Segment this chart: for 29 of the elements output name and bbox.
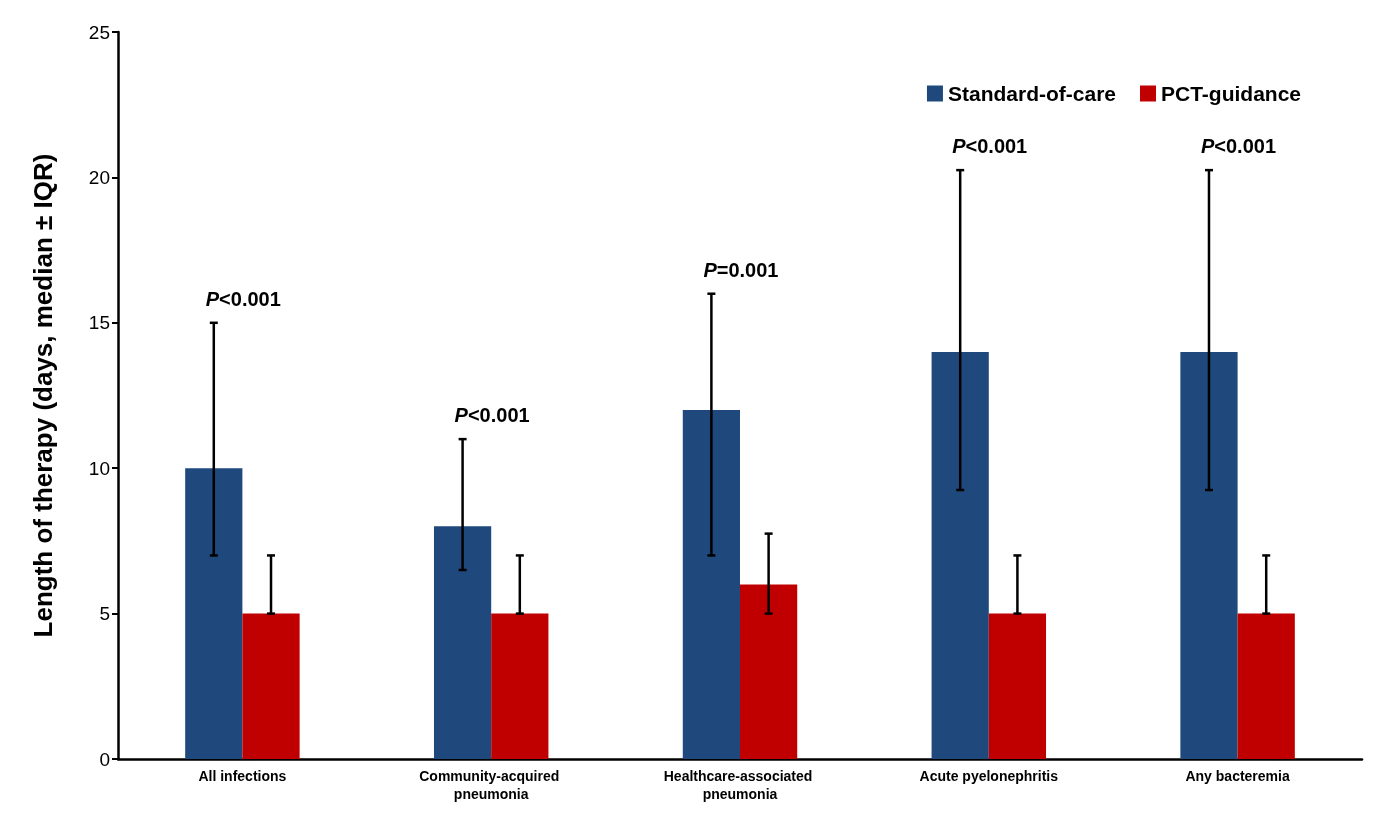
- x-tick-label: Any bacteremia: [1185, 768, 1290, 784]
- y-tick-label: 0: [99, 748, 110, 770]
- bar: [682, 410, 740, 759]
- bar: [1180, 351, 1238, 759]
- y-tick-label: 20: [88, 166, 110, 188]
- bar: [491, 613, 549, 759]
- bar: [185, 468, 243, 759]
- annotation: P<0.001: [952, 135, 1028, 158]
- bar: [1237, 613, 1295, 759]
- legend-label: PCT-guidance: [1160, 82, 1302, 105]
- annotation: P<0.001: [454, 404, 530, 427]
- annotation: P=0.001: [703, 258, 779, 281]
- y-tick-label: 5: [99, 603, 110, 625]
- annotation: P<0.001: [205, 287, 281, 310]
- bar: [242, 613, 300, 759]
- bar: [740, 584, 798, 759]
- x-tick-label: Community-acquired pneumonia: [419, 768, 564, 802]
- y-tick-label: 25: [88, 21, 110, 43]
- bar: [988, 613, 1047, 759]
- bar: [931, 351, 989, 759]
- x-tick-label: Acute pyelonephritis: [919, 768, 1059, 784]
- bar: [433, 526, 492, 759]
- x-tick-label: Healthcare-associated pneumonia: [663, 768, 817, 802]
- annotation: P<0.001: [1200, 135, 1277, 158]
- legend-label: Standard-of-care: [947, 82, 1116, 105]
- y-tick-label: 10: [88, 457, 110, 479]
- y-tick-label: 15: [88, 312, 110, 334]
- x-tick-label: All infections: [198, 768, 287, 784]
- y-axis-title: Length of therapy (days, median ± IQR): [28, 153, 58, 638]
